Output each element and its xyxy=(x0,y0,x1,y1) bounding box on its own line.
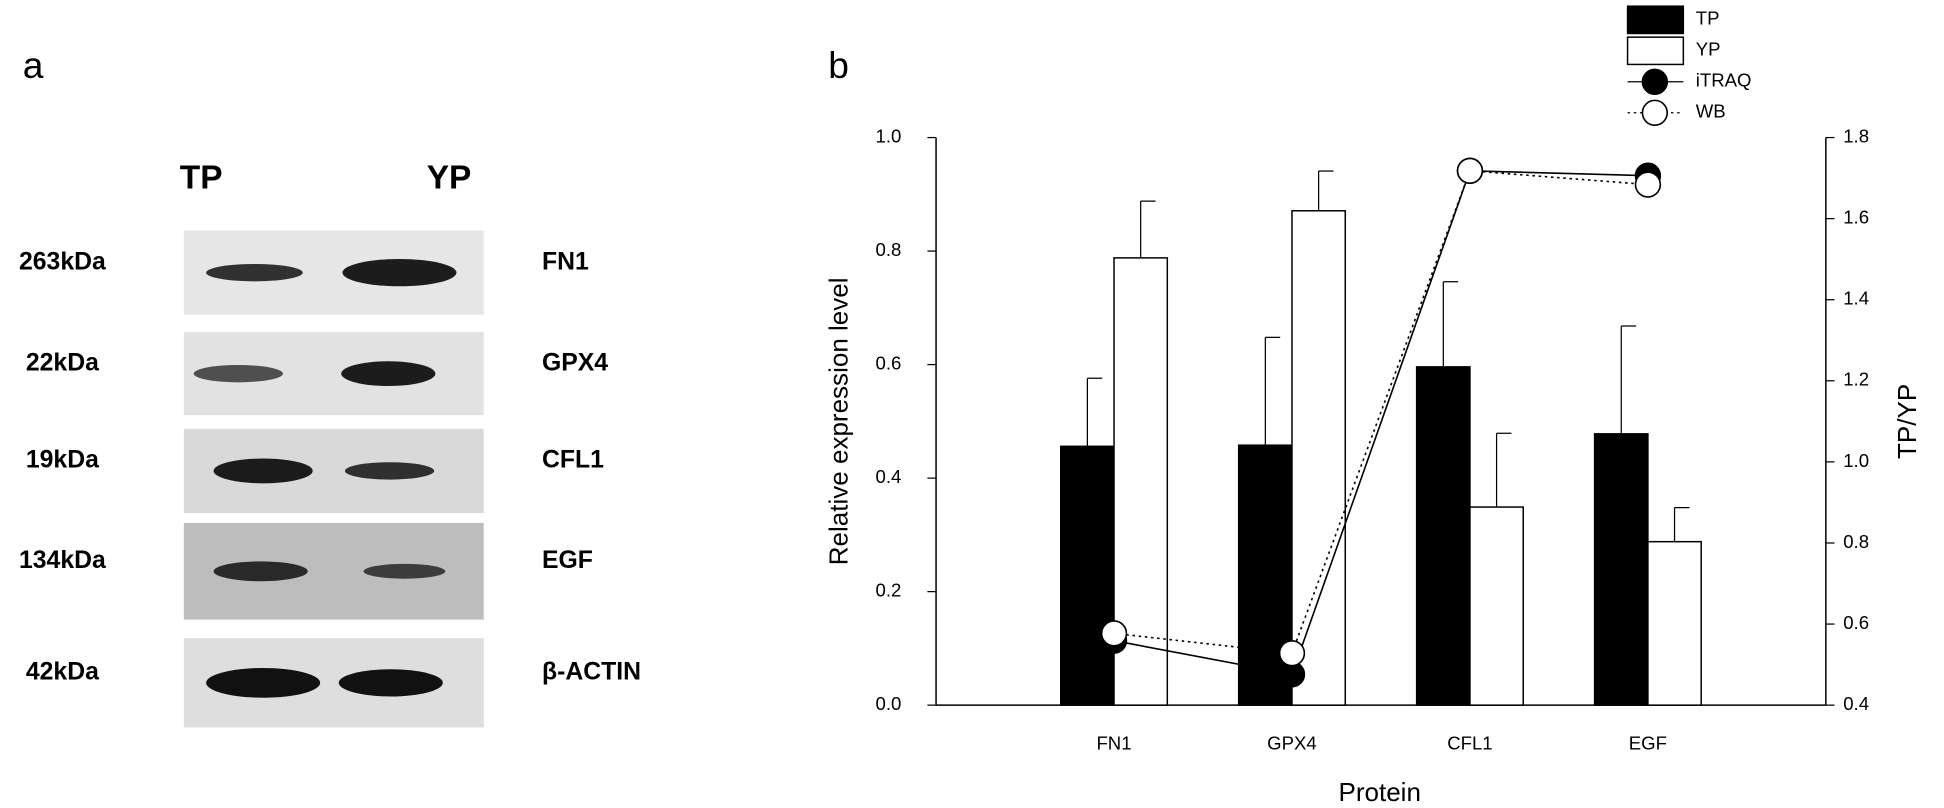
y2-tick-label: 1.6 xyxy=(1843,207,1869,228)
y-axis-label: Relative expression level xyxy=(824,277,854,565)
lane-label: TP xyxy=(180,160,223,197)
blot-band xyxy=(213,458,313,484)
y2-axis-label: TP/YP xyxy=(1892,384,1922,459)
x-tick-label: FN1 xyxy=(1096,733,1131,754)
x-axis-label: Protein xyxy=(1338,777,1420,807)
protein-label: β-ACTIN xyxy=(542,658,641,685)
marker xyxy=(1278,640,1306,667)
panel-label: b xyxy=(828,44,849,86)
lane-label: YP xyxy=(427,160,472,197)
legend-swatch xyxy=(1626,36,1685,66)
y2-tick-label: 1.2 xyxy=(1843,369,1869,390)
legend-label: WB xyxy=(1696,101,1726,122)
molecular-weight: 22kDa xyxy=(26,349,99,376)
bar xyxy=(1291,210,1347,706)
x-tick-label: CFL1 xyxy=(1447,733,1492,754)
bar xyxy=(1593,433,1649,706)
y-tick-label: 1.0 xyxy=(876,125,902,146)
panel-label: a xyxy=(23,44,44,86)
marker xyxy=(1456,157,1484,185)
blot-band xyxy=(193,364,283,383)
protein-label: GPX4 xyxy=(542,349,608,376)
line xyxy=(1113,169,1648,655)
molecular-weight: 134kDa xyxy=(19,547,106,574)
protein-label: CFL1 xyxy=(542,447,604,474)
y-tick-label: 0.0 xyxy=(876,693,902,714)
legend-label: YP xyxy=(1696,39,1721,60)
y-tick-label: 0.2 xyxy=(876,580,902,601)
blot-band xyxy=(213,561,308,582)
molecular-weight: 19kDa xyxy=(26,447,99,474)
protein-label: FN1 xyxy=(542,248,589,275)
blot-band xyxy=(338,669,443,697)
bar xyxy=(1469,506,1524,706)
x-tick-label: EGF xyxy=(1629,733,1667,754)
protein-label: EGF xyxy=(542,547,593,574)
y-tick-label: 0.6 xyxy=(876,352,902,373)
legend-swatch xyxy=(1626,5,1685,35)
bar xyxy=(1647,540,1702,706)
blot-band xyxy=(342,259,457,287)
blot-band xyxy=(363,563,446,579)
bar xyxy=(1059,445,1115,706)
line xyxy=(1113,169,1648,676)
molecular-weight: 263kDa xyxy=(19,248,106,275)
y2-tick-label: 1.4 xyxy=(1843,288,1869,309)
y2-tick-label: 1.0 xyxy=(1843,450,1869,471)
bar xyxy=(1415,366,1471,706)
blot-band xyxy=(206,263,303,282)
y2-tick-label: 1.8 xyxy=(1843,125,1869,146)
y2-tick-label: 0.4 xyxy=(1843,693,1869,714)
marker xyxy=(1634,171,1662,198)
legend-label: iTRAQ xyxy=(1696,70,1752,91)
molecular-weight: 42kDa xyxy=(26,658,99,685)
blot-band xyxy=(341,361,436,387)
x-tick-label: GPX4 xyxy=(1267,733,1317,754)
legend-marker xyxy=(1641,99,1669,126)
marker xyxy=(1100,620,1128,647)
y2-tick-label: 0.6 xyxy=(1843,612,1869,633)
blot-band xyxy=(344,462,435,480)
y-tick-label: 0.8 xyxy=(876,239,902,260)
y2-tick-label: 0.8 xyxy=(1843,531,1869,552)
blot-band xyxy=(206,667,321,698)
y-tick-label: 0.4 xyxy=(876,466,902,487)
legend-label: TP xyxy=(1696,8,1720,29)
legend-marker xyxy=(1641,68,1669,95)
